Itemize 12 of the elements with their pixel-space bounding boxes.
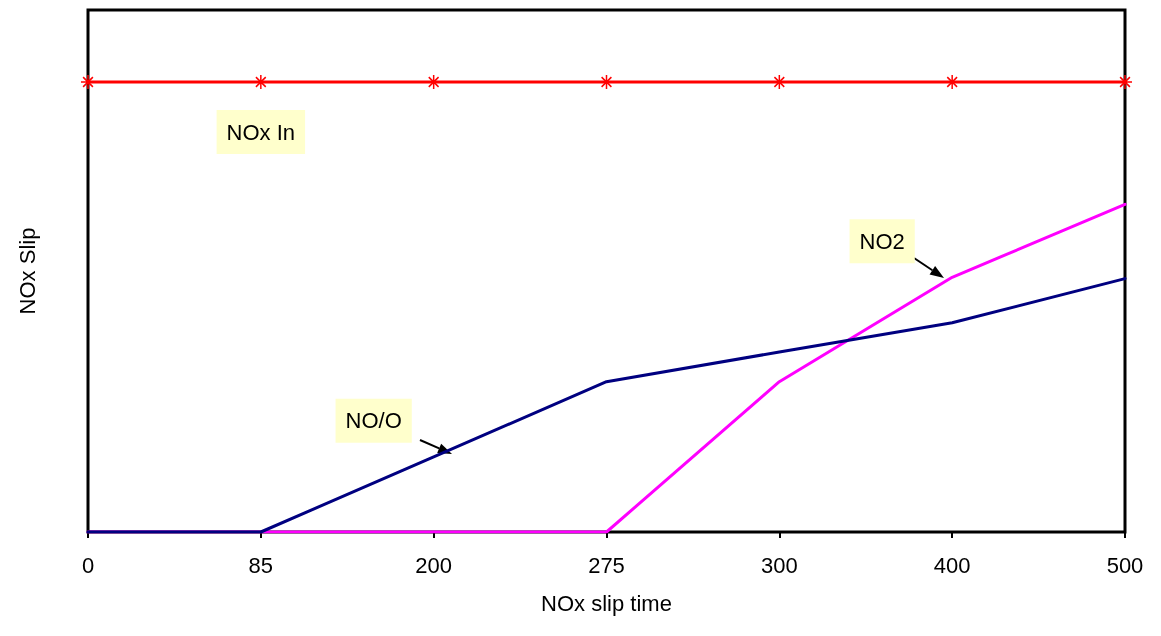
x-tick-label: 200 (415, 552, 453, 578)
x-tick-label: 500 (1106, 552, 1144, 578)
x-tick-label: 275 (588, 552, 625, 578)
x-tick-label: 400 (933, 552, 971, 578)
x-tick-label: 0 (81, 552, 95, 578)
x-tick-label: 85 (248, 552, 274, 578)
series-label: NOx In (226, 119, 296, 145)
text: NO2 (859, 228, 905, 254)
series-label: NO/O (345, 408, 402, 434)
y-axis-title: NOx Slip (14, 227, 40, 315)
x-tick-label: 300 (760, 552, 798, 578)
x-axis-title: NOx slip time (541, 590, 672, 616)
